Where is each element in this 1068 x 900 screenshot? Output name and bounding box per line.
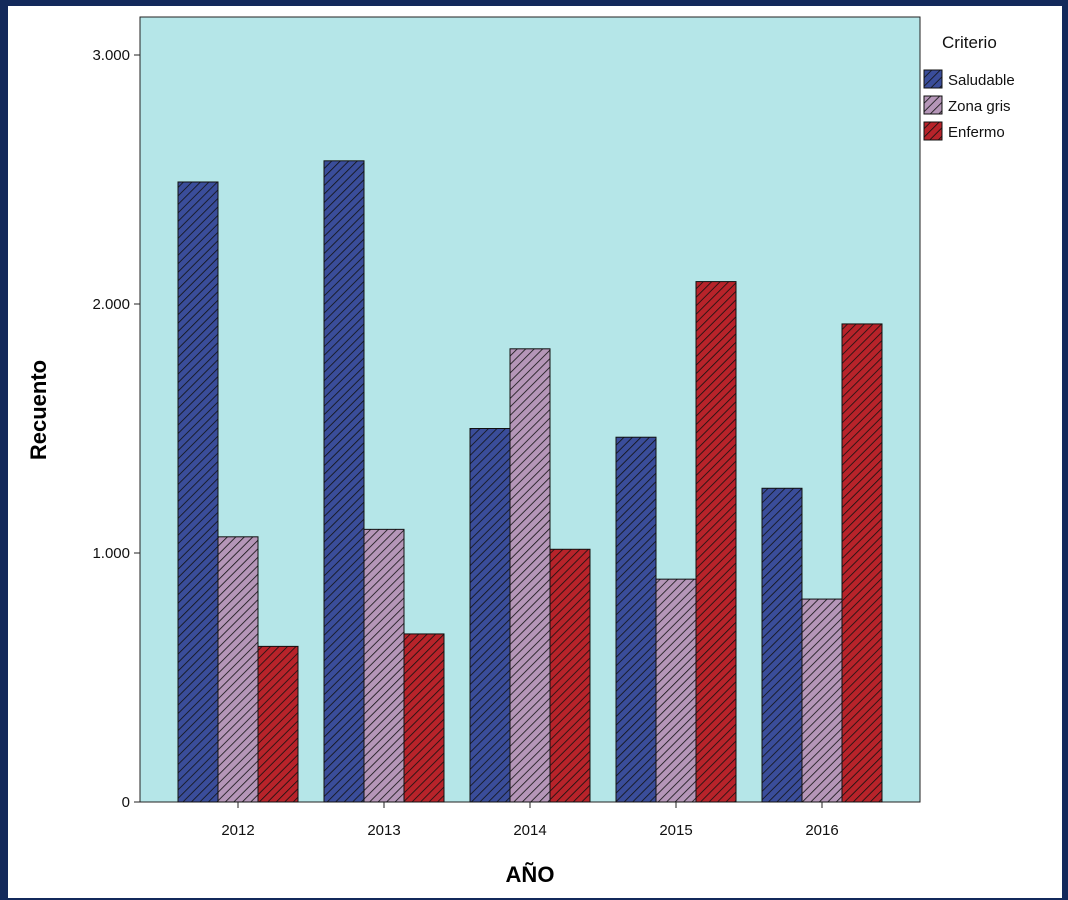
legend-swatch-enfermo: [923, 121, 943, 141]
bar-enfermo-2014: [549, 548, 591, 803]
x-tick-label-2015: 2015: [659, 822, 692, 839]
y-tick-label: 1.000: [92, 545, 130, 562]
legend-swatch-zona-gris: [923, 95, 943, 115]
legend-swatch-saludable: [923, 69, 943, 89]
bar-saludable-2016: [761, 487, 803, 803]
bar-enfermo-2012: [257, 645, 299, 803]
legend-label-saludable: Saludable: [948, 72, 1015, 89]
y-axis-title: Recuento: [26, 360, 51, 460]
y-tick-label: 0: [122, 794, 130, 811]
bar-saludable-2015: [615, 436, 657, 803]
bar-zona-gris-2015: [655, 578, 697, 803]
x-axis-title: AÑO: [506, 862, 555, 887]
x-tick-label-2013: 2013: [367, 822, 400, 839]
bar-enfermo-2015: [695, 281, 737, 803]
legend-label-enfermo: Enfermo: [948, 124, 1005, 141]
bar-zona-gris-2012: [217, 536, 259, 803]
axes-layer: 2012 2013 2014 2015 2016 0 1.000 2.000 3.000: [92, 47, 838, 839]
y-tick-label: 2.000: [92, 296, 130, 313]
bar-enfermo-2013: [403, 633, 445, 803]
legend-label-zona-gris: Zona gris: [948, 98, 1011, 115]
bar-saludable-2013: [323, 160, 365, 803]
x-tick-label-2016: 2016: [805, 822, 838, 839]
bars-layer: [177, 160, 883, 803]
legend: Criterio Saludable Zona gris Enfermo: [923, 33, 1015, 141]
bar-enfermo-2016: [841, 323, 883, 803]
x-tick-label-2012: 2012: [221, 822, 254, 839]
bar-zona-gris-2013: [363, 528, 405, 803]
y-tick-label: 3.000: [92, 47, 130, 64]
x-tick-label-2014: 2014: [513, 822, 546, 839]
legend-title: Criterio: [942, 33, 997, 52]
bar-zona-gris-2014: [509, 348, 551, 803]
bar-saludable-2014: [469, 428, 511, 803]
bar-zona-gris-2016: [801, 598, 843, 803]
bar-saludable-2012: [177, 181, 219, 803]
